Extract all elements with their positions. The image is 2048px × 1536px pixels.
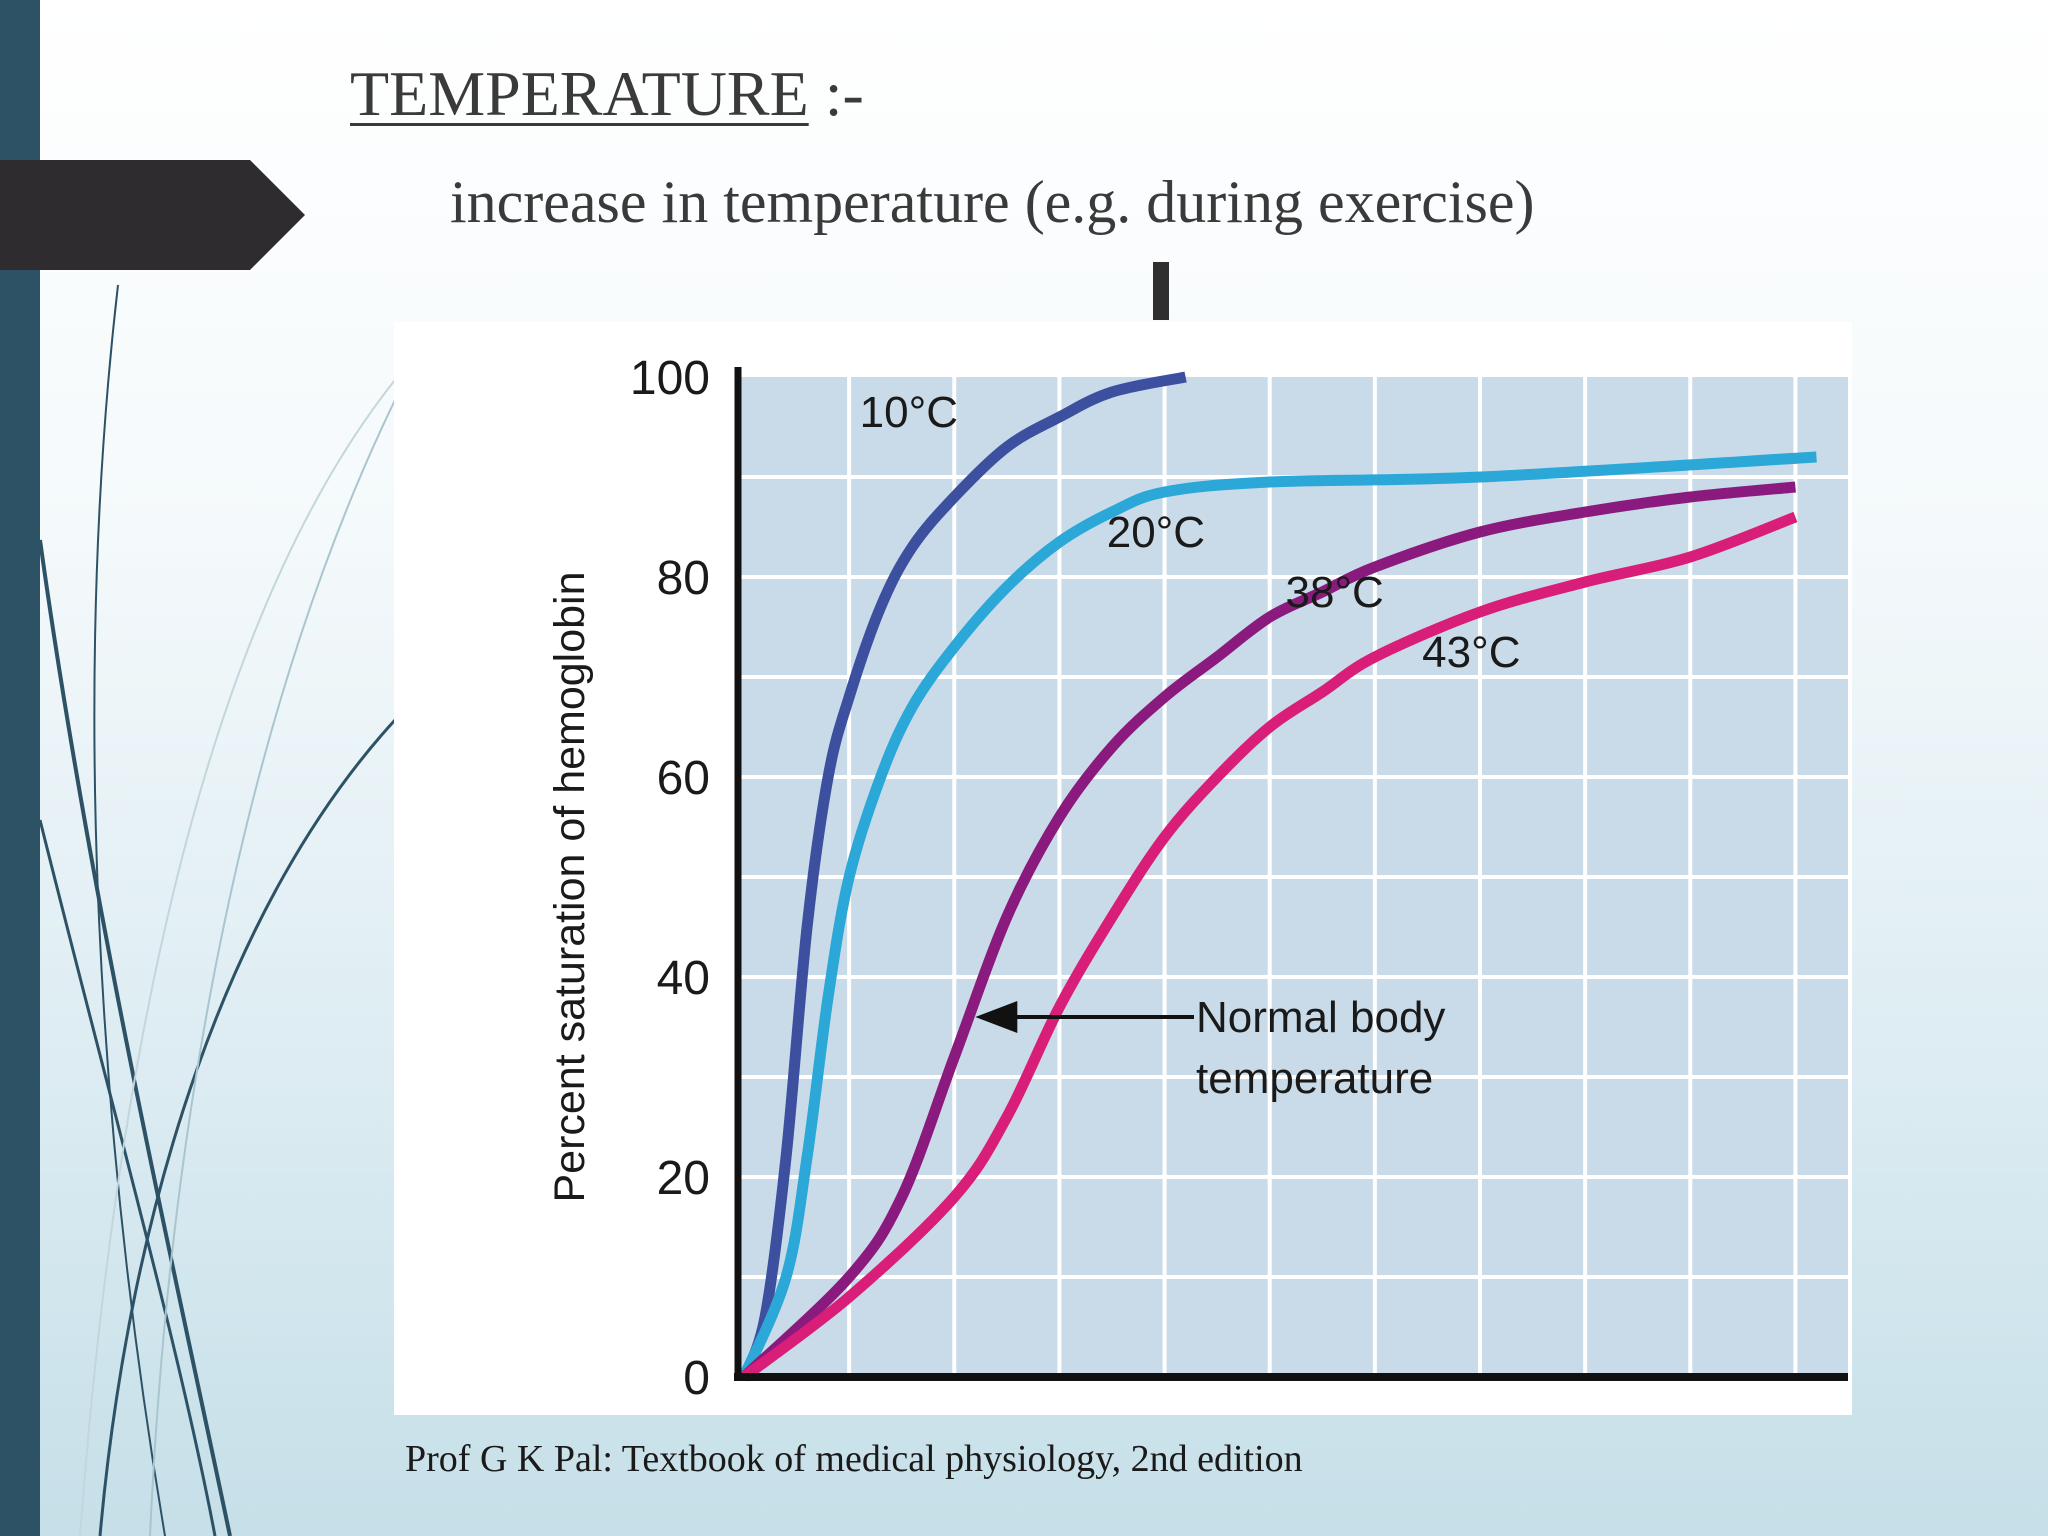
annotation-arrowhead (975, 1001, 1018, 1033)
y-axis-label: Percent saturation of hemoglobin (546, 571, 594, 1202)
axes (734, 367, 1848, 1381)
series-line (740, 481, 1796, 1381)
oxygen-dissociation-chart: 0 20 40 60 80 100 Percent saturation of hemog… (546, 352, 1848, 1405)
annotation: Normal body temperature (975, 993, 1445, 1103)
series-line (738, 451, 1817, 1380)
title-pointer-shape (0, 160, 305, 270)
slide-title-suffix: :- (808, 58, 864, 129)
y-tick-label: 20 (657, 1152, 710, 1205)
swoosh-line (93, 284, 166, 1536)
decorative-swooshes (0, 160, 397, 1536)
series-labels: 10°C 20°C 38°C 43°C (860, 388, 1521, 677)
swoosh-line (79, 379, 396, 1536)
y-tick-labels: 0 20 40 60 80 100 (630, 352, 710, 1405)
chart-panel: 0 20 40 60 80 100 Percent saturation of hemog… (394, 322, 1852, 1415)
annotation-text-line-2: temperature (1196, 1054, 1433, 1103)
y-tick-label: 100 (630, 352, 710, 405)
slide-subtitle: increase in temperature (e.g. during exe… (450, 169, 1535, 235)
series-lines (738, 371, 1817, 1382)
y-tick-label: 0 (683, 1352, 710, 1405)
series-line (738, 371, 1187, 1380)
series-line (740, 511, 1798, 1382)
annotation-text-line-1: Normal body (1196, 993, 1445, 1042)
source-citation: Prof G K Pal: Textbook of medical physio… (405, 1438, 1303, 1480)
swoosh-line (149, 399, 396, 1536)
series-label: 20°C (1107, 508, 1205, 557)
swoosh-line (38, 819, 217, 1536)
text-cursor-mark (1153, 262, 1169, 320)
y-tick-label: 40 (657, 952, 710, 1005)
slide-title: TEMPERATURE :- (350, 62, 864, 126)
y-tick-label: 80 (657, 552, 710, 605)
y-tick-label: 60 (657, 752, 710, 805)
series-label: 38°C (1285, 568, 1383, 617)
slide-title-text: TEMPERATURE (350, 58, 809, 129)
series-label: 43°C (1422, 628, 1520, 677)
swoosh-line (38, 539, 232, 1536)
series-label: 10°C (860, 388, 958, 437)
